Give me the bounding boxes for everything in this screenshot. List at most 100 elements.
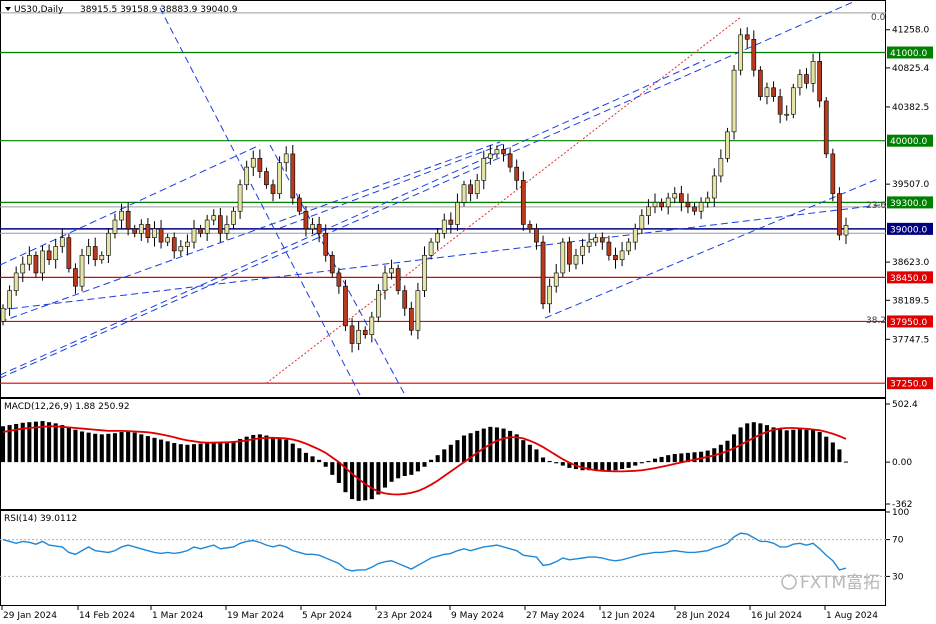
- fib-label-38-2: 38.2: [866, 316, 886, 326]
- candle-body-bull: [422, 255, 427, 291]
- candle-body-bear: [349, 325, 355, 344]
- macd-bar: [251, 434, 256, 463]
- candle: [718, 149, 724, 183]
- candle-body-bear: [520, 180, 526, 225]
- candle: [679, 185, 684, 212]
- macd-tick-label: 502.4: [892, 400, 918, 410]
- macd-bar: [396, 462, 401, 479]
- candle-body-bull: [185, 241, 190, 247]
- candle: [711, 168, 717, 207]
- candle-body-bear: [448, 219, 454, 225]
- macd-bar: [112, 433, 118, 463]
- macd-bar: [837, 449, 842, 463]
- macd-bar: [501, 428, 506, 463]
- candle: [323, 224, 329, 262]
- candle-body-bull: [843, 225, 849, 236]
- macd-bar: [356, 462, 361, 501]
- candle: [705, 191, 711, 208]
- candle: [580, 238, 585, 265]
- candle: [112, 213, 118, 239]
- candle: [382, 265, 388, 300]
- macd-bar: [778, 429, 783, 463]
- candles: [0, 27, 849, 353]
- macd-bar: [33, 421, 38, 463]
- level-tag-box: [887, 46, 933, 59]
- candle-body-bear: [270, 184, 276, 194]
- price-tick-label: 37747.5: [892, 335, 929, 345]
- candle: [336, 267, 342, 294]
- candle-body-bull: [553, 272, 559, 287]
- candle: [488, 145, 493, 165]
- candle: [698, 197, 704, 219]
- candle-body-bull: [639, 215, 645, 230]
- candle-body-bull: [165, 237, 170, 243]
- date-tick-label: 14 Feb 2024: [79, 611, 135, 621]
- date-tick-label: 16 Jul 2024: [751, 611, 802, 621]
- candle: [731, 64, 737, 140]
- macd-bar: [758, 423, 763, 463]
- macd-bar: [165, 441, 170, 463]
- candle: [507, 147, 513, 173]
- candle: [7, 285, 12, 316]
- macd-bar: [461, 435, 467, 463]
- macd-bar: [521, 440, 526, 463]
- candle-body-bull: [211, 215, 217, 221]
- candle-body-bull: [435, 232, 441, 243]
- collapse-arrow-icon[interactable]: [5, 7, 11, 11]
- candle: [138, 219, 144, 241]
- candle: [771, 81, 776, 102]
- macd-bar: [547, 460, 552, 463]
- date-tick-label: 29 Jan 2024: [3, 611, 57, 621]
- macd-bar: [672, 454, 677, 463]
- rsi-line: [2, 532, 847, 572]
- candle: [659, 198, 664, 211]
- macd-bar: [409, 462, 414, 475]
- candle: [53, 238, 59, 269]
- macd-bar: [824, 436, 829, 463]
- candle: [837, 187, 842, 241]
- macd-bar: [494, 427, 499, 463]
- channel-line-6: [0, 141, 501, 323]
- candle-body-bull: [79, 255, 85, 287]
- macd-bar: [745, 423, 750, 463]
- candle-body-bull: [369, 316, 375, 335]
- chart-ohlc: 38915.5 39158.9 38883.9 39040.9: [80, 5, 238, 15]
- candle-body-bear: [323, 232, 329, 256]
- macd-bar: [560, 462, 565, 466]
- macd-bar: [791, 429, 796, 463]
- candle-body-bear: [692, 206, 697, 212]
- candle-body-bull: [725, 131, 730, 159]
- rsi-indicator: 100 70 30: [0, 508, 909, 582]
- candle-body-bear: [744, 34, 750, 40]
- date-tick-label: 19 Mar 2024: [227, 611, 284, 621]
- candle: [777, 88, 783, 124]
- macd-bar: [224, 442, 229, 463]
- candle-body-bear: [751, 38, 757, 71]
- macd-tick-label: -362: [892, 500, 912, 510]
- date-tick-label: 5 Apr 2024: [302, 611, 352, 621]
- candle: [646, 199, 651, 225]
- fxtm-logo: FXTM富拓: [781, 573, 880, 593]
- candle-body-bear: [92, 246, 98, 261]
- macd-indicator: 502.4 0.00 -362: [0, 400, 918, 510]
- macd-bar: [323, 462, 328, 467]
- candle: [725, 127, 730, 163]
- candle: [119, 203, 124, 229]
- candle: [639, 209, 645, 235]
- candle: [224, 215, 230, 240]
- candle-body-bull: [415, 290, 421, 331]
- candle: [46, 244, 52, 265]
- candle: [264, 167, 269, 189]
- date-tick-label: 28 Jun 2024: [676, 611, 730, 621]
- rsi-pane: [0, 510, 886, 606]
- macd-bar: [652, 458, 658, 463]
- date-tick-label: 12 Jun 2024: [601, 611, 655, 621]
- candle-body-bear: [402, 290, 408, 309]
- candle-body-bear: [217, 215, 223, 234]
- candle: [547, 278, 552, 313]
- candle: [329, 251, 335, 277]
- candle: [40, 245, 45, 281]
- rsi-label: RSI(14) 39.0112: [4, 514, 77, 524]
- candle-body-bull: [474, 180, 480, 194]
- level-tag-box: [887, 377, 933, 390]
